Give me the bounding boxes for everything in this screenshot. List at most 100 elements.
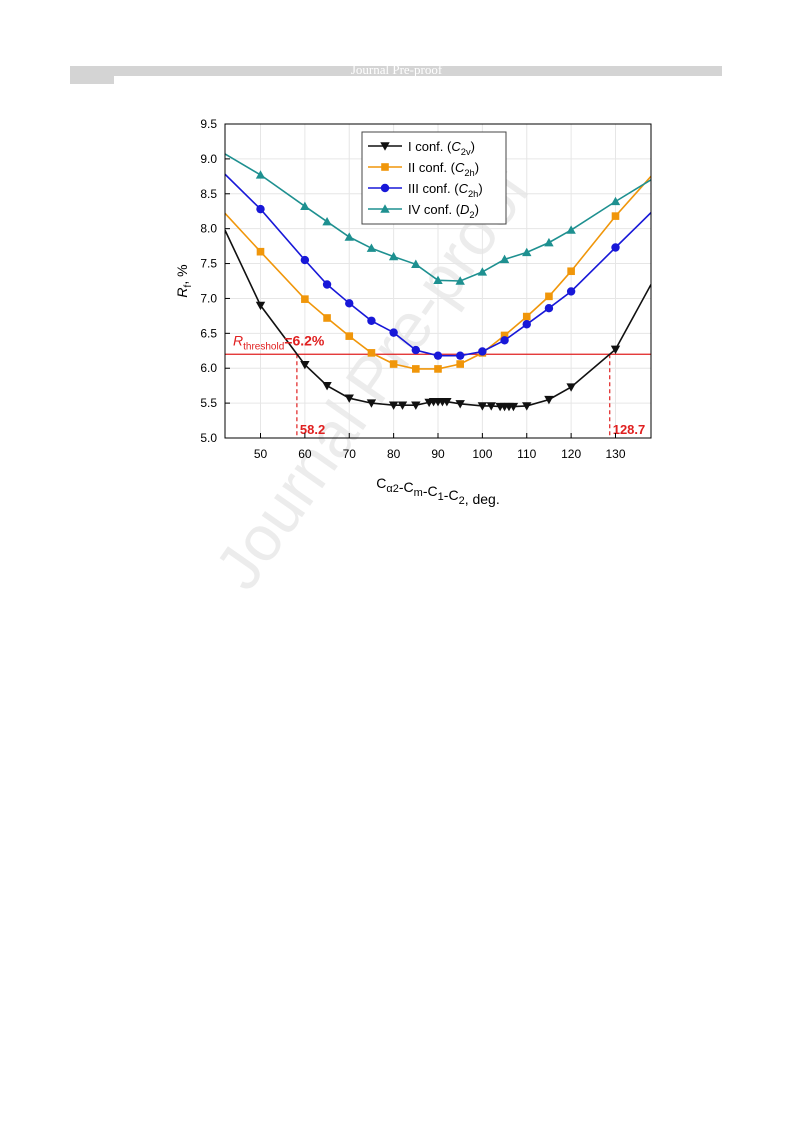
data-point — [508, 402, 519, 412]
header-bar — [70, 66, 722, 76]
data-point — [455, 276, 465, 285]
data-point — [367, 349, 376, 357]
data-point — [544, 237, 554, 247]
data-point — [499, 254, 510, 264]
data-point — [411, 259, 421, 268]
data-point — [388, 401, 399, 410]
threshold-crossing-label: 128.7 — [613, 422, 646, 437]
header-tab — [70, 66, 114, 84]
x-tick-label: 50 — [254, 447, 268, 461]
series-group — [225, 173, 651, 360]
legend-label: I conf. (C2v) — [408, 139, 475, 157]
data-point — [323, 314, 331, 322]
y-tick-label: 5.5 — [200, 396, 217, 410]
y-tick-label: 6.5 — [200, 326, 217, 340]
x-tick-label: 100 — [472, 447, 492, 461]
data-point — [389, 360, 398, 368]
legend-marker — [380, 183, 390, 193]
x-tick-label: 60 — [298, 447, 312, 461]
data-point — [611, 212, 620, 220]
data-point — [566, 287, 576, 296]
data-point — [345, 332, 354, 340]
data-point — [566, 225, 576, 234]
x-tick-label: 110 — [517, 447, 536, 461]
legend-layer: I conf. (C2v) II conf. (C2h) III conf. (C2… — [361, 131, 507, 225]
axis-layer: 50 60 70 80 90 100 110 120 130 5.0 5.5 6.0 6.5 7.0 7.5… — [200, 117, 626, 461]
chart: 58.2 128.7 50 60 70 80 90 100 110 120 130 5.0 5.5 6.… — [174, 117, 652, 507]
data-point — [255, 301, 266, 311]
data-point — [455, 351, 465, 360]
data-point — [411, 401, 421, 410]
legend-marker — [380, 204, 390, 213]
data-point — [442, 398, 452, 407]
data-point — [610, 345, 621, 355]
y-tick-label: 9.5 — [200, 117, 217, 131]
data-point — [500, 331, 509, 340]
data-point — [544, 304, 554, 313]
data-point — [486, 402, 496, 411]
data-point — [322, 216, 332, 226]
data-point — [456, 360, 464, 368]
data-point — [344, 232, 354, 241]
data-point — [345, 299, 354, 308]
x-tick-label: 130 — [605, 447, 625, 461]
data-point — [522, 247, 532, 257]
data-point — [544, 395, 554, 405]
data-point — [300, 361, 310, 370]
data-point — [433, 275, 443, 285]
legend-marker — [381, 163, 389, 171]
y-tick-label: 8.0 — [200, 222, 217, 236]
series-group — [225, 153, 651, 285]
header-text: Journal Pre-proof — [350, 62, 443, 76]
data-point — [388, 251, 399, 261]
data-point — [300, 255, 310, 265]
x-axis-title: Cα2-Cm-C1-C2, deg. — [376, 475, 499, 507]
legend-label: III conf. (C2h) — [408, 181, 483, 199]
data-point — [389, 328, 398, 337]
data-point — [434, 365, 442, 373]
threshold-crossing-label: 58.2 — [300, 422, 325, 437]
data-point — [255, 170, 266, 179]
data-point — [477, 402, 488, 411]
data-point — [344, 394, 354, 403]
y-tick-label: 8.5 — [200, 187, 217, 201]
data-point — [522, 312, 531, 321]
data-point — [366, 399, 377, 408]
data-point — [455, 400, 465, 409]
legend-label: IV conf. (D2) — [408, 202, 479, 220]
data-point — [256, 247, 265, 256]
data-point — [411, 345, 421, 355]
y-tick-label: 7.5 — [200, 257, 217, 271]
data-point — [545, 292, 553, 301]
y-tick-label: 9.0 — [200, 152, 217, 166]
series-layer — [225, 153, 651, 412]
data-point — [611, 243, 620, 252]
legend-marker — [380, 142, 390, 151]
data-point — [522, 402, 532, 411]
data-point — [500, 336, 509, 345]
x-tick-label: 70 — [343, 447, 357, 461]
data-point — [478, 347, 487, 356]
data-point — [610, 196, 621, 206]
data-point — [301, 295, 309, 303]
data-point — [322, 280, 332, 289]
y-axis-title: Rf, % — [174, 264, 194, 297]
y-tick-label: 6.0 — [200, 361, 217, 375]
data-point — [566, 383, 576, 392]
x-tick-label: 120 — [561, 447, 581, 461]
threshold-label: Rthreshold=6.2% — [233, 332, 325, 352]
data-point — [412, 365, 420, 373]
y-tick-label: 7.0 — [200, 291, 217, 305]
data-point — [300, 201, 310, 211]
series-group — [225, 229, 651, 412]
y-tick-label: 5.0 — [200, 431, 217, 445]
data-point — [567, 267, 575, 276]
data-point — [522, 320, 531, 329]
data-point — [366, 243, 377, 252]
legend-label: II conf. (C2h) — [408, 160, 479, 178]
x-tick-label: 80 — [387, 447, 401, 461]
data-point — [477, 267, 488, 276]
data-point — [397, 401, 408, 410]
data-point — [367, 316, 376, 325]
data-point — [256, 204, 265, 214]
